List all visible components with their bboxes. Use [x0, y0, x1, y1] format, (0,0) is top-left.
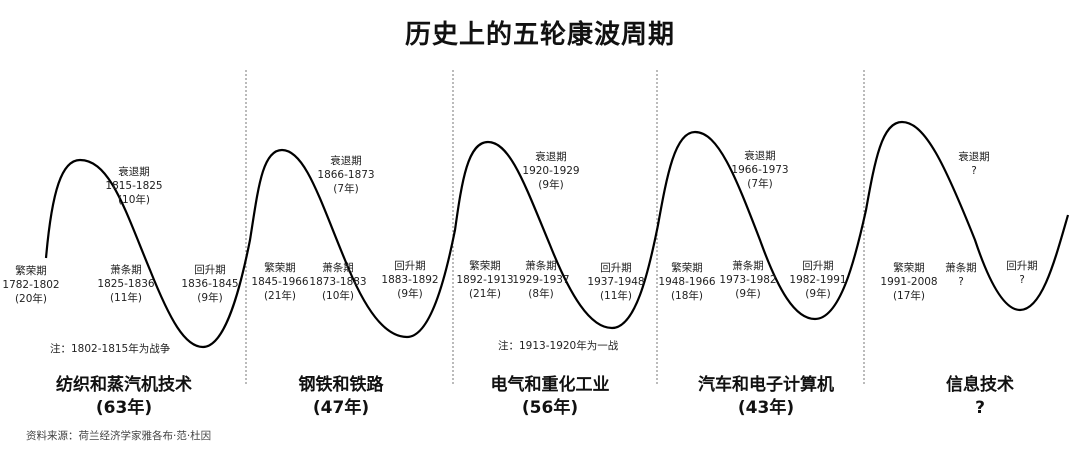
cycle-era-label: 纺织和蒸汽机技术 (63年): [56, 374, 192, 420]
phase-name: 繁荣期: [469, 260, 501, 272]
phase-length: (9年): [397, 288, 423, 300]
war-note: 注：1802-1815年为战争: [50, 343, 171, 355]
phase-years: 1973-1982: [719, 274, 777, 286]
wave-curve: [44, 120, 1070, 349]
phase-years: 1866-1873: [317, 169, 375, 181]
phase-name: 萧条期: [945, 262, 977, 274]
phase-years: 1873-1883: [309, 276, 367, 288]
phase-length: (9年): [538, 179, 564, 191]
cycle-era-label: 钢铁和铁路 (47年): [299, 374, 384, 420]
phase-name: 萧条期: [525, 260, 557, 272]
phase-years: 1815-1825: [105, 180, 163, 192]
era-duration: (63年): [95, 398, 153, 418]
phase-name: 繁荣期: [15, 265, 47, 277]
phase-years: 1937-1948: [587, 276, 645, 288]
phase-years: 1966-1973: [731, 164, 789, 176]
phase-label-recession: 衰退期 ?: [958, 150, 990, 178]
phase-length: (11年): [109, 292, 143, 304]
phase-label-recovery: 回升期 1937-1948 (11年): [587, 261, 644, 303]
source-note: 资料来源：荷兰经济学家雅各布·范·杜因: [26, 430, 212, 442]
phase-years: 1782-1802: [2, 279, 60, 291]
phase-name: 回升期: [194, 264, 226, 276]
phase-name: 繁荣期: [264, 262, 296, 274]
phase-label-recovery: 回升期 1982-1991 (9年): [789, 259, 846, 301]
phase-label-prosperity: 繁荣期 1782-1802 (20年): [2, 264, 59, 306]
era-duration: ?: [975, 398, 985, 418]
phase-length: (11年): [599, 290, 633, 302]
phase-label-depression: 萧条期 1825-1836 (11年): [97, 263, 154, 305]
era-name: 钢铁和铁路: [298, 375, 384, 395]
phase-length: (21年): [468, 288, 502, 300]
phase-length: (7年): [747, 178, 773, 190]
phase-length: (9年): [197, 292, 223, 304]
phase-name: 衰退期: [958, 151, 990, 163]
phase-name: 繁荣期: [893, 262, 925, 274]
era-duration: (56年): [521, 398, 579, 418]
era-name: 电气和重化工业: [490, 375, 610, 395]
cycle-era-label: 电气和重化工业 (56年): [491, 374, 610, 420]
era-duration: (43年): [737, 398, 795, 418]
phase-name: 繁荣期: [671, 262, 703, 274]
cycle-era-label: 信息技术 ?: [946, 374, 1014, 420]
phase-length: (21年): [263, 290, 297, 302]
phase-label-recession: 衰退期 1866-1873 (7年): [317, 154, 374, 196]
phase-label-depression: 萧条期 1973-1982 (9年): [719, 259, 776, 301]
phase-years: 1982-1991: [789, 274, 847, 286]
era-name: 纺织和蒸汽机技术: [56, 375, 192, 395]
phase-length: (20年): [14, 293, 48, 305]
phase-label-prosperity: 繁荣期 1991-2008 (17年): [880, 261, 937, 303]
phase-length: (9年): [805, 288, 831, 300]
phase-label-recession: 衰退期 1966-1973 (7年): [731, 149, 788, 191]
phase-years: 1883-1892: [381, 274, 439, 286]
cycle-era-label: 汽车和电子计算机 (43年): [698, 374, 834, 420]
phase-years: 1825-1836: [97, 278, 155, 290]
phase-years: ?: [1019, 274, 1025, 286]
phase-name: 衰退期: [330, 155, 362, 167]
phase-label-prosperity: 繁荣期 1845-1966 (21年): [251, 261, 308, 303]
phase-length: (8年): [528, 288, 554, 300]
phase-name: 萧条期: [110, 264, 142, 276]
phase-name: 衰退期: [118, 166, 150, 178]
phase-years: 1948-1966: [658, 276, 716, 288]
phase-label-recession: 衰退期 1920-1929 (9年): [522, 150, 579, 192]
phase-length: (10年): [321, 290, 355, 302]
phase-name: 回升期: [600, 262, 632, 274]
phase-label-depression: 萧条期 1873-1883 (10年): [309, 261, 366, 303]
phase-name: 回升期: [802, 260, 834, 272]
phase-name: 萧条期: [322, 262, 354, 274]
phase-name: 萧条期: [732, 260, 764, 272]
phase-name: 衰退期: [744, 150, 776, 162]
phase-length: (17年): [892, 290, 926, 302]
era-name: 信息技术: [946, 375, 1014, 395]
phase-years: ?: [971, 165, 977, 177]
era-duration: (47年): [312, 398, 370, 418]
era-name: 汽车和电子计算机: [698, 375, 834, 395]
chart-title: 历史上的五轮康波周期: [404, 20, 675, 50]
phase-length: (7年): [333, 183, 359, 195]
phase-length: (18年): [670, 290, 704, 302]
phase-name: 回升期: [1006, 260, 1038, 272]
phase-years: 1845-1966: [251, 276, 309, 288]
phase-label-recovery: 回升期 ?: [1006, 259, 1038, 287]
phase-years: 1892-1913: [456, 274, 514, 286]
phase-label-prosperity: 繁荣期 1948-1966 (18年): [658, 261, 715, 303]
phase-years: ?: [958, 276, 964, 288]
phase-label-depression: 萧条期 ?: [945, 261, 977, 289]
phase-years: 1991-2008: [880, 276, 938, 288]
phase-length: (10年): [117, 194, 151, 206]
phase-label-recovery: 回升期 1883-1892 (9年): [381, 259, 438, 301]
phase-label-recession: 衰退期 1815-1825 (10年): [105, 165, 162, 207]
phase-name: 回升期: [394, 260, 426, 272]
phase-length: (9年): [735, 288, 761, 300]
phase-years: 1920-1929: [522, 165, 580, 177]
phase-label-recovery: 回升期 1836-1845 (9年): [181, 263, 238, 305]
war-note: 注：1913-1920年为一战: [498, 340, 619, 352]
phase-years: 1836-1845: [181, 278, 239, 290]
phase-years: 1929-1937: [512, 274, 570, 286]
phase-label-prosperity: 繁荣期 1892-1913 (21年): [456, 259, 513, 301]
phase-label-depression: 萧条期 1929-1937 (8年): [512, 259, 569, 301]
phase-name: 衰退期: [535, 151, 567, 163]
